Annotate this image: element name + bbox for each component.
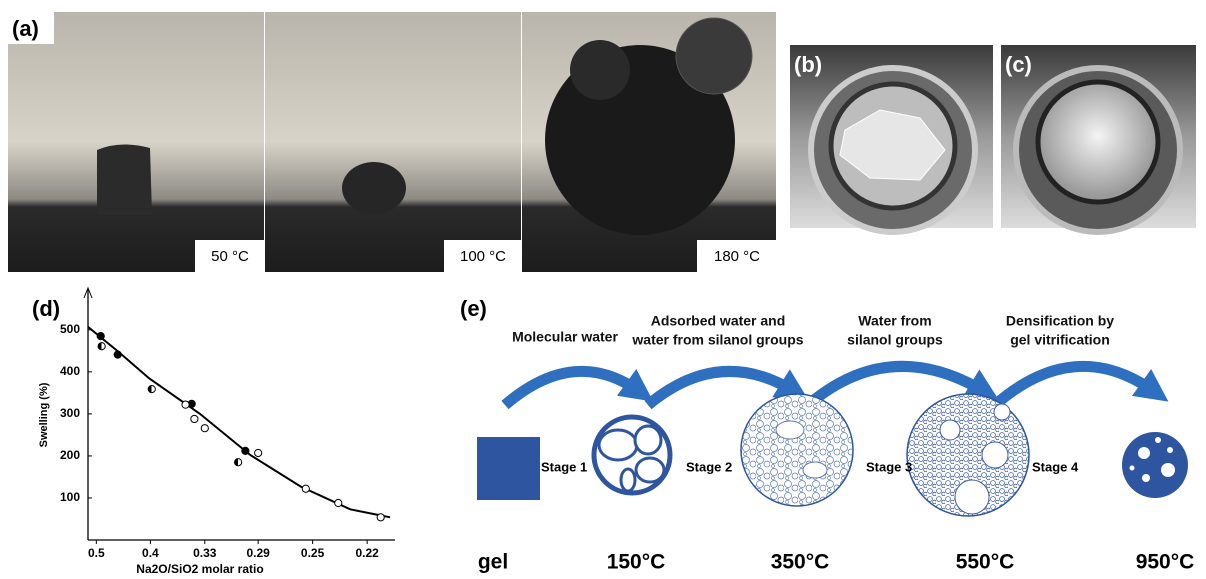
x-tick-label: 0.22: [355, 546, 379, 560]
chart: Swelling (%) Na2O/SiO2 molar ratio 100 20…: [38, 288, 395, 576]
x-axis-label: Na2O/SiO2 molar ratio: [136, 562, 263, 576]
photo-b: [790, 45, 1196, 232]
data-point: [114, 351, 121, 358]
temperature-label: 50 °C: [211, 248, 249, 265]
figure: (a) 50 °C 100 °C 180 °C (b) (c) (d) Swel…: [0, 0, 1206, 579]
process-label: silanol groups: [847, 332, 943, 348]
process-label: Densification by: [1006, 313, 1114, 329]
stage-graphics: [477, 394, 1188, 516]
y-tick-label: 300: [60, 406, 80, 420]
process-label: water from silanol groups: [631, 332, 803, 348]
photo-a: [8, 12, 776, 272]
x-tick-label: 0.29: [246, 546, 270, 560]
y-axis-label: Swelling (%): [38, 382, 50, 447]
panel-label: (b): [794, 52, 822, 77]
process-label: gel vitrification: [1010, 332, 1110, 348]
data-point: [255, 449, 262, 456]
stage-label: Stage 2: [686, 459, 732, 474]
data-point: [302, 485, 309, 492]
data-point: [235, 459, 242, 466]
panel-label: (a): [12, 16, 39, 41]
temperature-label: 180 °C: [714, 248, 760, 265]
temperature-label: gel: [478, 551, 508, 574]
data-point: [97, 333, 104, 340]
x-tick-label: 0.4: [142, 546, 159, 560]
stage-label: Stage 1: [541, 459, 587, 474]
panel-label: (c): [1005, 52, 1032, 77]
data-point: [148, 385, 155, 392]
process-arrows: [505, 366, 1155, 405]
x-tick-label: 0.25: [301, 546, 325, 560]
data-point: [98, 343, 105, 350]
temperature-label: 950°C: [1136, 551, 1195, 574]
fit-curve: [88, 327, 390, 517]
data-point: [191, 415, 198, 422]
y-tick-label: 100: [60, 490, 80, 504]
stage-label: Stage 4: [1032, 459, 1079, 474]
y-tick-label: 200: [60, 448, 80, 462]
temperature-label: 550°C: [956, 551, 1015, 574]
y-tick-label: 400: [60, 364, 80, 378]
process-label: Molecular water: [512, 329, 618, 345]
data-point: [377, 514, 384, 521]
data-point: [182, 401, 189, 408]
stage-label: Stage 3: [866, 459, 912, 474]
data-point: [242, 447, 249, 454]
x-tick-label: 0.33: [193, 546, 217, 560]
process-label: Water from: [858, 313, 931, 329]
temperature-label: 100 °C: [460, 248, 506, 265]
panel-label: (e): [460, 296, 487, 321]
x-tick-label: 0.5: [88, 546, 105, 560]
temperature-label: 350°C: [771, 551, 830, 574]
data-point: [201, 425, 208, 432]
data-point: [335, 499, 342, 506]
panel-label: (d): [32, 296, 60, 321]
process-label: Adsorbed water and: [651, 313, 786, 329]
temperature-label: 150°C: [607, 551, 666, 574]
y-tick-label: 500: [60, 322, 80, 336]
